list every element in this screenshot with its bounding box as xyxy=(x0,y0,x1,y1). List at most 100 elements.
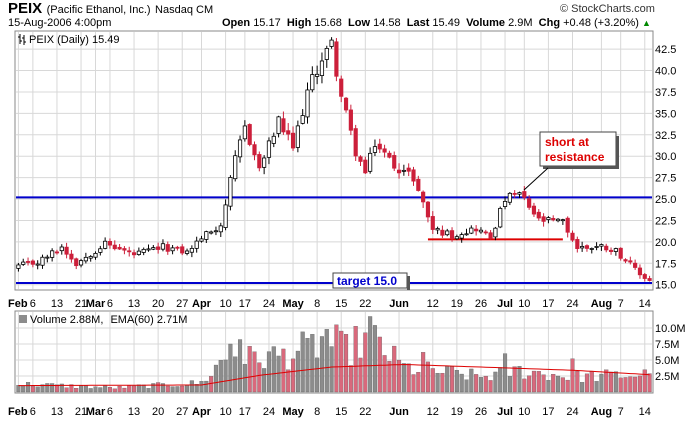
volume-bar xyxy=(223,359,228,393)
volume-bar xyxy=(93,386,98,393)
x-tick-label: 13 xyxy=(128,298,140,310)
volume-bar xyxy=(262,368,267,393)
x-tick-label: 8 xyxy=(314,298,320,310)
x-tick-label: May xyxy=(282,298,304,310)
high-label: High xyxy=(286,17,312,29)
price-tick-label: 27.5 xyxy=(655,173,676,185)
peix-legend-icon xyxy=(18,34,26,45)
price-tick-label: 35.0 xyxy=(655,108,676,120)
candle-body xyxy=(103,240,108,249)
x-tick-label: May xyxy=(282,406,304,418)
candle-body xyxy=(531,205,537,215)
volume-bar xyxy=(397,359,402,393)
volume-bar xyxy=(233,356,238,393)
volume-bar xyxy=(575,371,580,393)
candle-body xyxy=(25,261,31,263)
candle-body xyxy=(608,249,614,252)
candle-body xyxy=(599,244,604,247)
x-tick-label: 26 xyxy=(475,298,487,310)
volume-bar xyxy=(276,355,281,393)
volume-bar xyxy=(141,384,146,393)
volume-bar xyxy=(474,374,479,393)
candle-body xyxy=(527,198,532,208)
volume-bars xyxy=(16,316,652,393)
candle-body xyxy=(343,97,349,111)
volume-bar xyxy=(334,324,339,393)
volume-bar xyxy=(527,375,532,393)
volume-bar xyxy=(74,388,79,393)
volume-bar xyxy=(16,385,21,393)
x-tick-label: 22 xyxy=(359,298,371,310)
candle-body xyxy=(575,239,580,249)
low-value: 14.58 xyxy=(373,17,401,29)
x-tick-label: 20 xyxy=(152,406,164,418)
volume-bar xyxy=(609,371,614,393)
price-tick-label: 37.5 xyxy=(655,87,676,99)
volume-bar xyxy=(469,368,474,393)
candle-body xyxy=(286,130,291,135)
candle-body xyxy=(16,264,21,269)
x-tick-label: 13 xyxy=(128,406,140,418)
volume-bar xyxy=(517,366,522,393)
candle-body xyxy=(334,41,339,77)
candle-body xyxy=(59,246,64,252)
volume-bar xyxy=(522,378,527,393)
volume-bar xyxy=(238,339,243,393)
candle-body xyxy=(454,236,459,240)
candle-body xyxy=(40,256,45,266)
x-tick-label: 13 xyxy=(51,298,63,310)
x-tick-label: 12 xyxy=(427,406,439,418)
x-tick-label: 27 xyxy=(176,298,188,310)
volume-bar xyxy=(387,361,392,393)
volume-bar xyxy=(151,383,156,393)
high-value: 15.68 xyxy=(314,17,342,29)
volume-bar xyxy=(488,380,493,393)
price-tick-label: 17.5 xyxy=(655,258,676,270)
volume-bar xyxy=(189,380,194,393)
candle-body xyxy=(281,118,286,133)
volume-bar xyxy=(512,366,517,393)
volume-bar xyxy=(117,385,122,393)
price-legend: PEIX (Daily) 15.49 xyxy=(29,34,119,46)
candle-body xyxy=(160,243,166,250)
chg-value: +0.48 (+3.20%) xyxy=(563,17,639,29)
volume-bar xyxy=(421,352,426,393)
volume-bar xyxy=(411,374,416,393)
x-tick-label: 15 xyxy=(335,298,347,310)
candle-body xyxy=(45,256,50,259)
x-tick-label: 10 xyxy=(518,406,530,418)
up-triangle-icon: ▲ xyxy=(642,18,651,28)
x-tick-label: 6 xyxy=(107,298,113,310)
candle-body xyxy=(74,258,79,267)
candle-body xyxy=(319,60,325,76)
volume-bar xyxy=(281,348,286,393)
candle-body xyxy=(305,89,310,118)
open-label: Open xyxy=(222,17,251,29)
candle-body xyxy=(184,250,190,254)
candle-body xyxy=(112,244,117,250)
volume-bar xyxy=(560,377,565,393)
candle-body xyxy=(237,139,243,158)
company-name: (Pacific Ethanol, Inc.) xyxy=(46,4,151,16)
price-tick-label: 25.0 xyxy=(655,194,676,206)
volume-bar xyxy=(498,367,503,393)
volume-bar xyxy=(315,357,320,393)
x-tick-label: 13 xyxy=(51,406,63,418)
candle-body xyxy=(406,167,411,172)
short-annotation-line1: short at xyxy=(545,135,589,149)
volume-bar xyxy=(175,386,180,393)
volume-bar xyxy=(156,382,161,393)
volume-bar xyxy=(454,370,459,393)
candle-body xyxy=(175,246,180,249)
x-tick-label: 20 xyxy=(152,298,164,310)
x-tick-label: Apr xyxy=(192,406,212,418)
candle-body xyxy=(368,152,373,172)
price-tick-label: 15.0 xyxy=(655,280,676,292)
volume-bar xyxy=(160,383,165,393)
candle-body xyxy=(392,155,397,169)
candle-body xyxy=(348,109,353,131)
volume-bar xyxy=(623,377,628,393)
volume-bar xyxy=(21,385,26,393)
x-tick-label: 7 xyxy=(618,298,624,310)
